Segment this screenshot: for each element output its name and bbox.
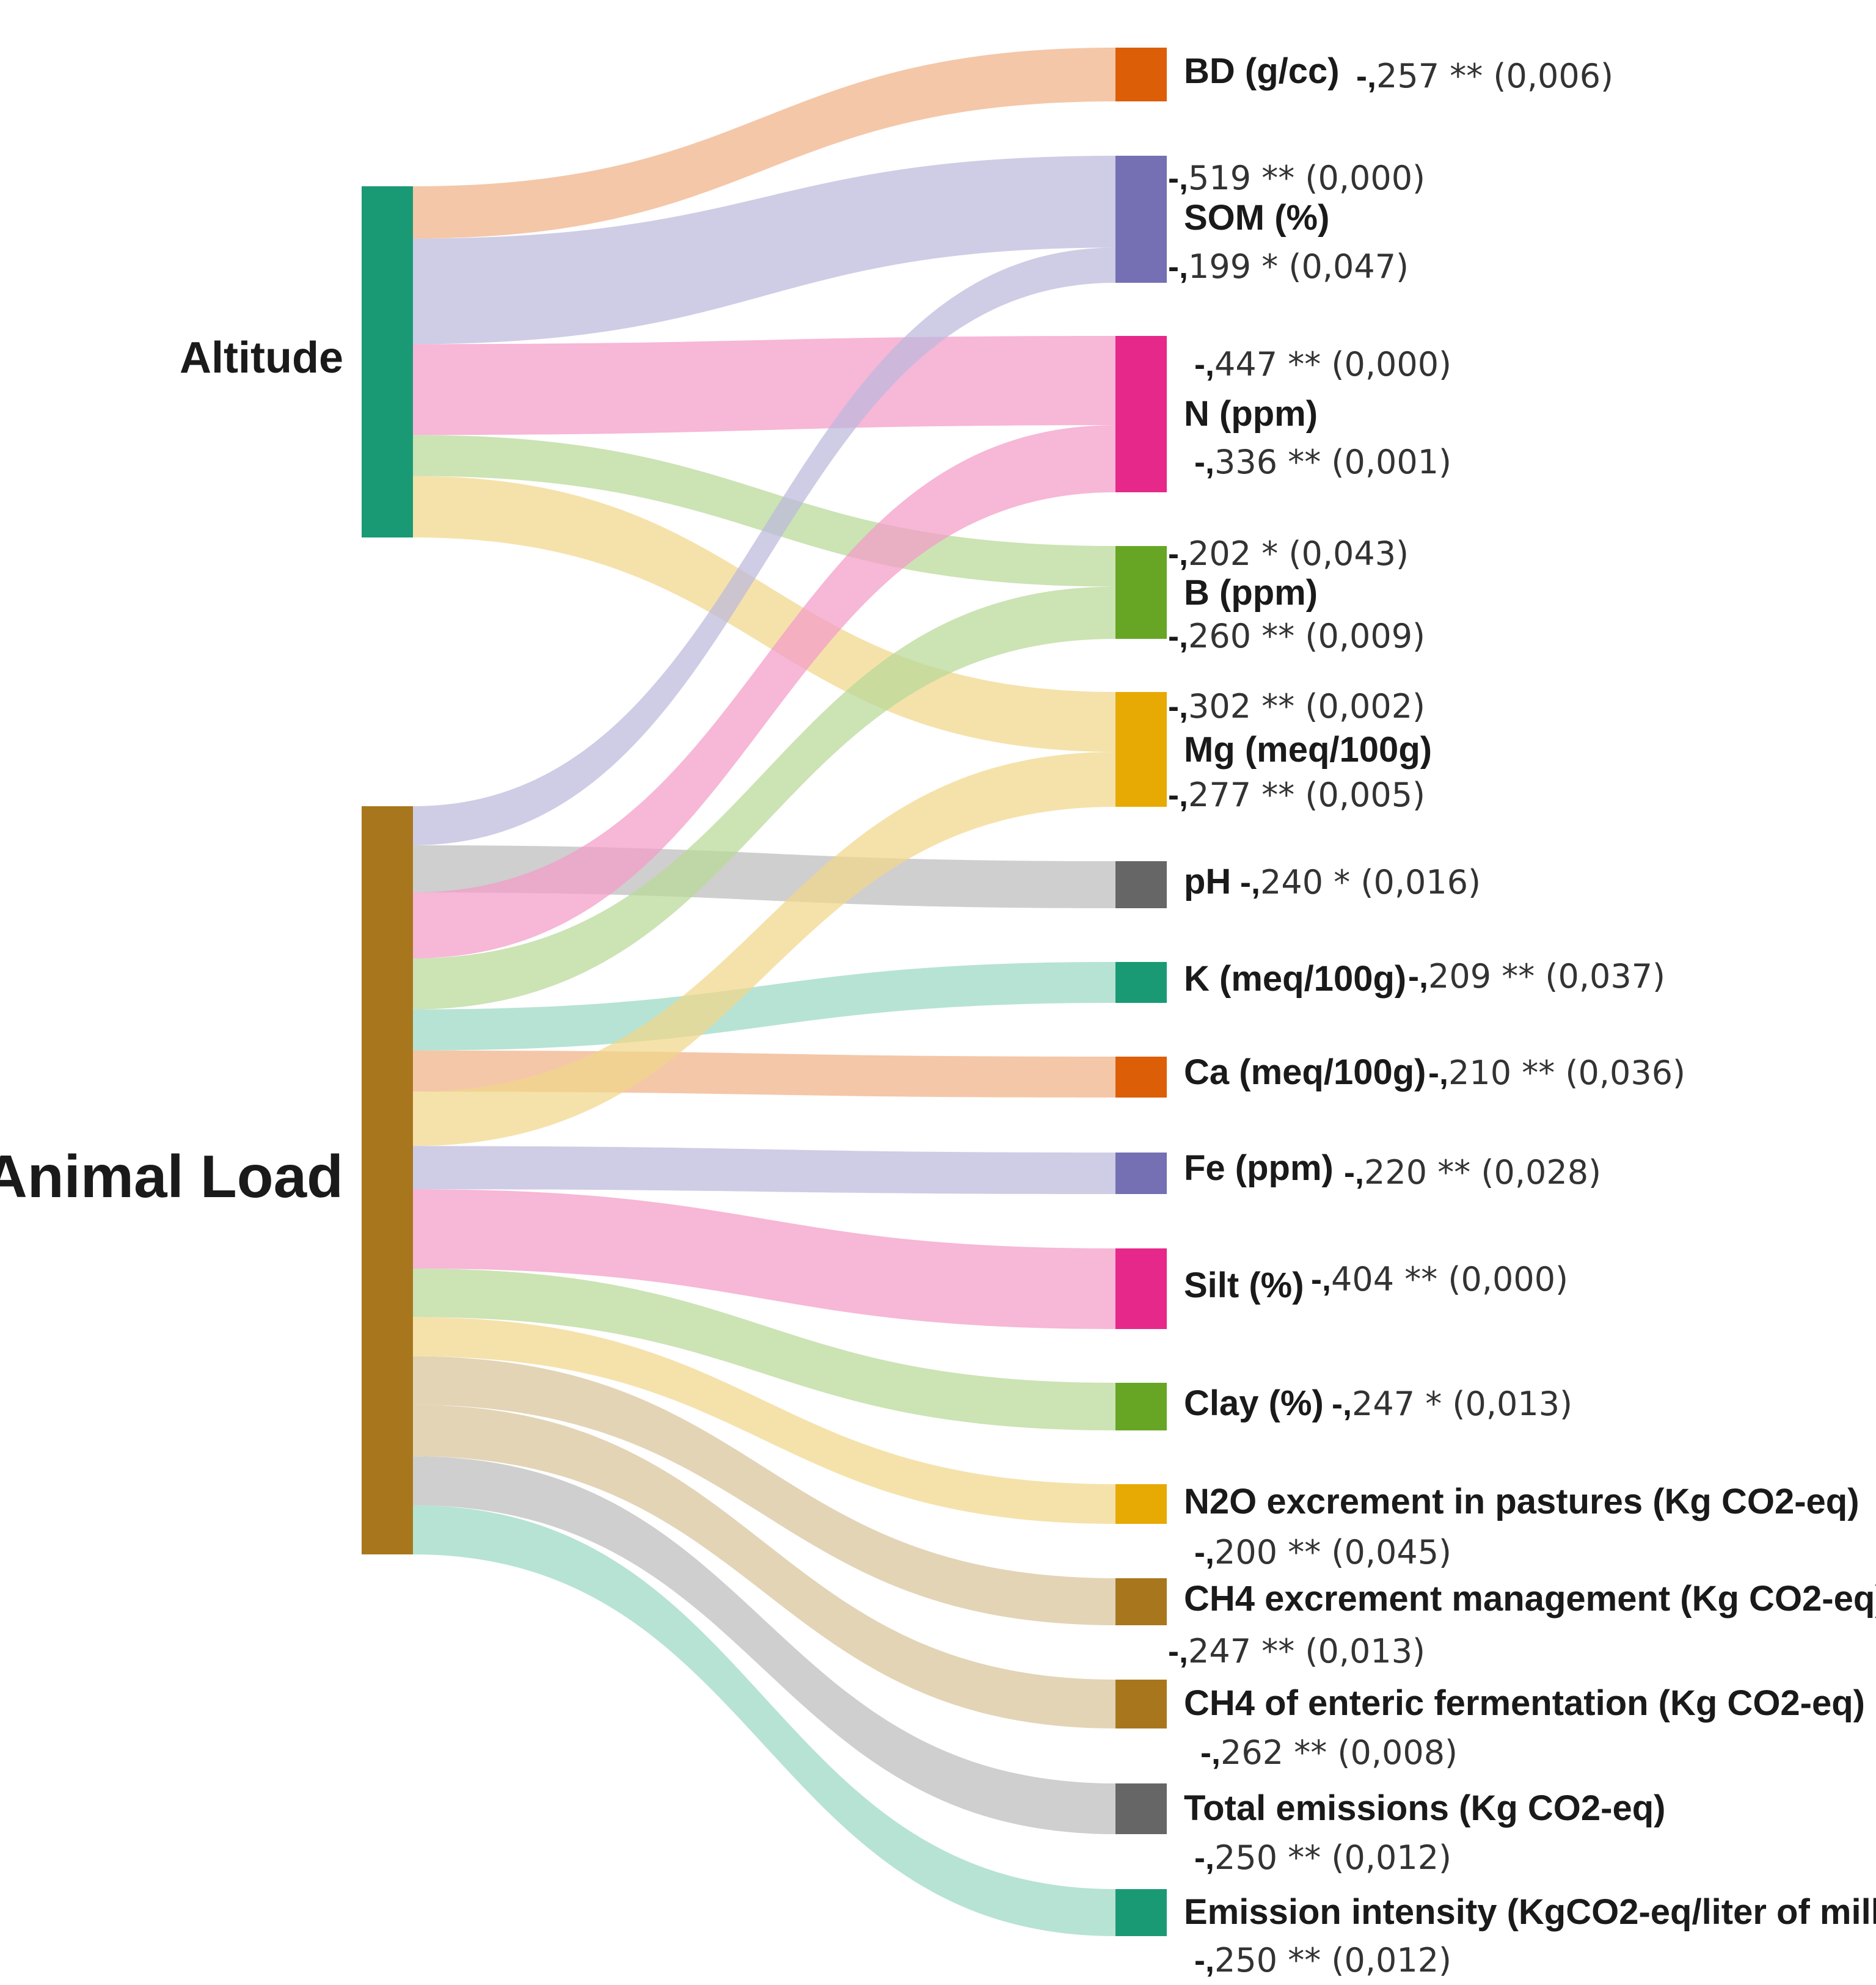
node-ca: [1115, 1057, 1167, 1098]
link-animal-ei: [413, 1505, 1115, 1936]
link-animal-mg: [413, 752, 1115, 1146]
target-label-n2o: N2O excrement in pastures (Kg CO2-eq): [1184, 1482, 1860, 1521]
node-som: [1115, 156, 1167, 283]
value-animal-n: -,336 ** (0,001): [1194, 443, 1451, 481]
link-animal-som: [413, 247, 1115, 845]
target-label-som: SOM (%): [1184, 198, 1329, 238]
target-label-silt: Silt (%): [1184, 1266, 1304, 1305]
value-animal-total: -,250 ** (0,012): [1194, 1838, 1451, 1877]
link-animal-silt: [413, 1189, 1115, 1329]
node-ch4m: [1115, 1578, 1167, 1625]
target-label-ch4e: CH4 of enteric fermentation (Kg CO2-eq): [1184, 1683, 1865, 1723]
target-label-fe: Fe (ppm): [1184, 1148, 1334, 1188]
link-altitude-b: [413, 435, 1115, 587]
value-altitude-n: -,447 ** (0,000): [1194, 345, 1451, 384]
labels-layer: Altitude Animal Load BD (g/cc) SOM (%) N (pp…: [0, 51, 1876, 1980]
value-altitude-som: -,519 ** (0,000): [1168, 159, 1425, 197]
source-label-altitude: Altitude: [180, 333, 343, 382]
target-label-n: N (ppm): [1184, 394, 1318, 434]
node-fe: [1115, 1153, 1167, 1194]
value-animal-som: -,199 * (0,047): [1168, 247, 1409, 286]
value-animal-silt: -,404 ** (0,000): [1311, 1260, 1568, 1298]
value-animal-clay: -,247 * (0,013): [1332, 1385, 1572, 1423]
node-altitude: [362, 186, 413, 537]
target-label-mg: Mg (meq/100g): [1184, 730, 1432, 770]
nodes-layer: [362, 48, 1167, 1936]
value-animal-ei: -,250 ** (0,012): [1194, 1941, 1451, 1980]
node-animal-load: [362, 806, 413, 1554]
link-animal-k: [413, 962, 1115, 1051]
link-altitude-bd: [413, 48, 1115, 239]
target-label-bd: BD (g/cc): [1184, 51, 1340, 91]
value-animal-n2o: -,200 ** (0,045): [1194, 1533, 1451, 1572]
target-label-ch4m: CH4 excrement management (Kg CO2-eq): [1184, 1579, 1876, 1619]
node-mg: [1115, 692, 1167, 807]
value-animal-ca: -,210 ** (0,036): [1428, 1054, 1685, 1092]
value-animal-mg: -,277 ** (0,005): [1168, 776, 1425, 814]
node-bd: [1115, 48, 1167, 101]
value-animal-fe: -,220 ** (0,028): [1344, 1153, 1601, 1192]
node-k: [1115, 962, 1167, 1003]
link-animal-n: [413, 425, 1115, 959]
target-label-ph: pH: [1184, 862, 1231, 901]
target-label-clay: Clay (%): [1184, 1383, 1324, 1423]
link-animal-n2o: [413, 1317, 1115, 1524]
link-altitude-som: [413, 156, 1115, 344]
value-animal-ch4e: -,262 ** (0,008): [1200, 1733, 1458, 1772]
node-silt: [1115, 1248, 1167, 1329]
link-animal-b: [413, 586, 1115, 1010]
node-ph: [1115, 861, 1167, 908]
value-altitude-bd: -,257 ** (0,006): [1356, 57, 1613, 95]
link-animal-ch4m: [413, 1356, 1115, 1625]
node-n2o: [1115, 1484, 1167, 1524]
target-label-total: Total emissions (Kg CO2-eq): [1184, 1788, 1665, 1828]
link-animal-fe: [413, 1146, 1115, 1194]
link-animal-total: [413, 1456, 1115, 1834]
target-label-b: B (ppm): [1184, 573, 1318, 613]
target-label-k: K (meq/100g): [1184, 959, 1406, 999]
value-animal-k: -,209 ** (0,037): [1408, 957, 1665, 996]
link-altitude-mg: [413, 476, 1115, 752]
node-clay: [1115, 1383, 1167, 1430]
value-altitude-mg: -,302 ** (0,002): [1168, 687, 1425, 726]
value-animal-b: -,260 ** (0,009): [1168, 617, 1425, 655]
value-animal-ch4m: -,247 ** (0,013): [1168, 1632, 1425, 1670]
source-label-animal: Animal Load: [0, 1143, 343, 1210]
node-b: [1115, 546, 1167, 639]
link-altitude-n: [413, 336, 1115, 435]
value-altitude-b: -,202 * (0,043): [1168, 534, 1409, 573]
value-animal-ph: -,240 * (0,016): [1240, 863, 1481, 901]
link-animal-clay: [413, 1268, 1115, 1430]
node-n: [1115, 336, 1167, 492]
links-layer: [413, 48, 1115, 1936]
target-label-ei: Emission intensity (KgCO2-eq/liter of mi…: [1184, 1892, 1876, 1932]
node-total: [1115, 1783, 1167, 1834]
node-ei: [1115, 1889, 1167, 1936]
node-ch4e: [1115, 1680, 1167, 1728]
link-animal-ch4e: [413, 1405, 1115, 1728]
target-label-ca: Ca (meq/100g): [1184, 1052, 1426, 1092]
